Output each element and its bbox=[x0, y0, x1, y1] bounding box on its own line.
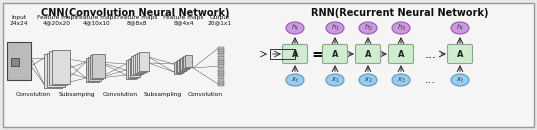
Text: $x_3$: $x_3$ bbox=[397, 75, 405, 85]
Bar bbox=[218, 62, 224, 64]
Bar bbox=[90, 55, 103, 79]
Bar bbox=[128, 59, 138, 78]
Bar bbox=[218, 64, 224, 66]
Text: Output
20@1x1: Output 20@1x1 bbox=[208, 15, 232, 26]
Ellipse shape bbox=[451, 22, 469, 34]
Bar bbox=[218, 69, 224, 71]
Bar bbox=[86, 58, 99, 82]
Bar bbox=[185, 55, 192, 67]
Bar bbox=[133, 55, 143, 74]
Bar bbox=[218, 51, 224, 53]
Text: $x_t$: $x_t$ bbox=[291, 75, 299, 85]
Bar bbox=[178, 59, 185, 71]
Text: Convolution: Convolution bbox=[103, 92, 137, 97]
FancyBboxPatch shape bbox=[388, 44, 413, 63]
Text: $x_t$: $x_t$ bbox=[456, 75, 464, 85]
Text: A: A bbox=[292, 50, 298, 58]
Text: A: A bbox=[332, 50, 338, 58]
Ellipse shape bbox=[326, 22, 344, 34]
Bar bbox=[92, 54, 105, 77]
Text: Input
24x24: Input 24x24 bbox=[10, 15, 28, 26]
Text: $x_1$: $x_1$ bbox=[331, 75, 339, 85]
Bar bbox=[11, 58, 19, 66]
Bar bbox=[218, 58, 224, 60]
Ellipse shape bbox=[286, 22, 304, 34]
Text: RNN(Recurrent Neural Network): RNN(Recurrent Neural Network) bbox=[311, 8, 489, 18]
Text: $h_t$: $h_t$ bbox=[291, 23, 299, 33]
Bar bbox=[218, 73, 224, 75]
Bar bbox=[52, 50, 69, 83]
Text: Subsamping: Subsamping bbox=[59, 92, 95, 97]
Bar bbox=[129, 58, 140, 77]
Bar bbox=[139, 52, 149, 71]
Bar bbox=[7, 42, 31, 80]
Bar bbox=[182, 57, 188, 69]
Text: A: A bbox=[365, 50, 371, 58]
Bar bbox=[176, 61, 183, 73]
FancyBboxPatch shape bbox=[447, 44, 473, 63]
Text: Convolution: Convolution bbox=[187, 92, 222, 97]
Text: CNN(Convolution Neural Network): CNN(Convolution Neural Network) bbox=[41, 8, 229, 18]
Bar bbox=[218, 49, 224, 51]
Text: Feature maps
8@8x8: Feature maps 8@8x8 bbox=[117, 15, 157, 26]
Bar bbox=[218, 78, 224, 79]
Ellipse shape bbox=[392, 22, 410, 34]
Bar bbox=[218, 75, 224, 77]
Ellipse shape bbox=[286, 74, 304, 86]
Text: Subsampling: Subsampling bbox=[144, 92, 182, 97]
Bar bbox=[49, 51, 67, 85]
Text: $h_3$: $h_3$ bbox=[397, 23, 405, 33]
Ellipse shape bbox=[326, 74, 344, 86]
Bar bbox=[218, 47, 224, 49]
Bar bbox=[177, 60, 184, 72]
Bar bbox=[88, 57, 101, 80]
Bar bbox=[137, 53, 147, 72]
Ellipse shape bbox=[359, 22, 377, 34]
Bar bbox=[218, 84, 224, 86]
Bar bbox=[218, 71, 224, 73]
Bar bbox=[183, 56, 190, 68]
Text: $x_2$: $x_2$ bbox=[364, 75, 372, 85]
Text: ...: ... bbox=[425, 75, 436, 85]
Ellipse shape bbox=[359, 74, 377, 86]
Text: Feature maps
4@20x20: Feature maps 4@20x20 bbox=[37, 15, 77, 26]
Bar bbox=[218, 60, 224, 62]
Bar bbox=[218, 53, 224, 55]
FancyBboxPatch shape bbox=[282, 44, 308, 63]
Bar bbox=[218, 80, 224, 82]
Text: A: A bbox=[457, 50, 463, 58]
Text: Convolution: Convolution bbox=[16, 92, 50, 97]
Bar bbox=[126, 60, 136, 79]
Bar bbox=[174, 62, 181, 74]
Bar bbox=[218, 56, 224, 57]
Text: Feature maps
8@4x4: Feature maps 8@4x4 bbox=[163, 15, 204, 26]
FancyBboxPatch shape bbox=[323, 44, 347, 63]
Text: $h_2$: $h_2$ bbox=[364, 23, 372, 33]
Text: =: = bbox=[311, 47, 324, 61]
Ellipse shape bbox=[451, 74, 469, 86]
Bar bbox=[47, 53, 64, 86]
Text: A: A bbox=[398, 50, 404, 58]
Ellipse shape bbox=[392, 74, 410, 86]
Bar bbox=[270, 49, 295, 59]
Bar bbox=[44, 54, 62, 88]
Bar bbox=[218, 67, 224, 68]
Text: Feature maps
4@10x10: Feature maps 4@10x10 bbox=[76, 15, 117, 26]
Text: ...: ... bbox=[425, 47, 437, 60]
Text: $h_1$: $h_1$ bbox=[331, 23, 339, 33]
Bar bbox=[180, 58, 187, 70]
Text: $h_t$: $h_t$ bbox=[456, 23, 464, 33]
FancyBboxPatch shape bbox=[355, 44, 381, 63]
Bar bbox=[218, 82, 224, 84]
Bar bbox=[135, 54, 145, 73]
Bar bbox=[132, 56, 141, 75]
